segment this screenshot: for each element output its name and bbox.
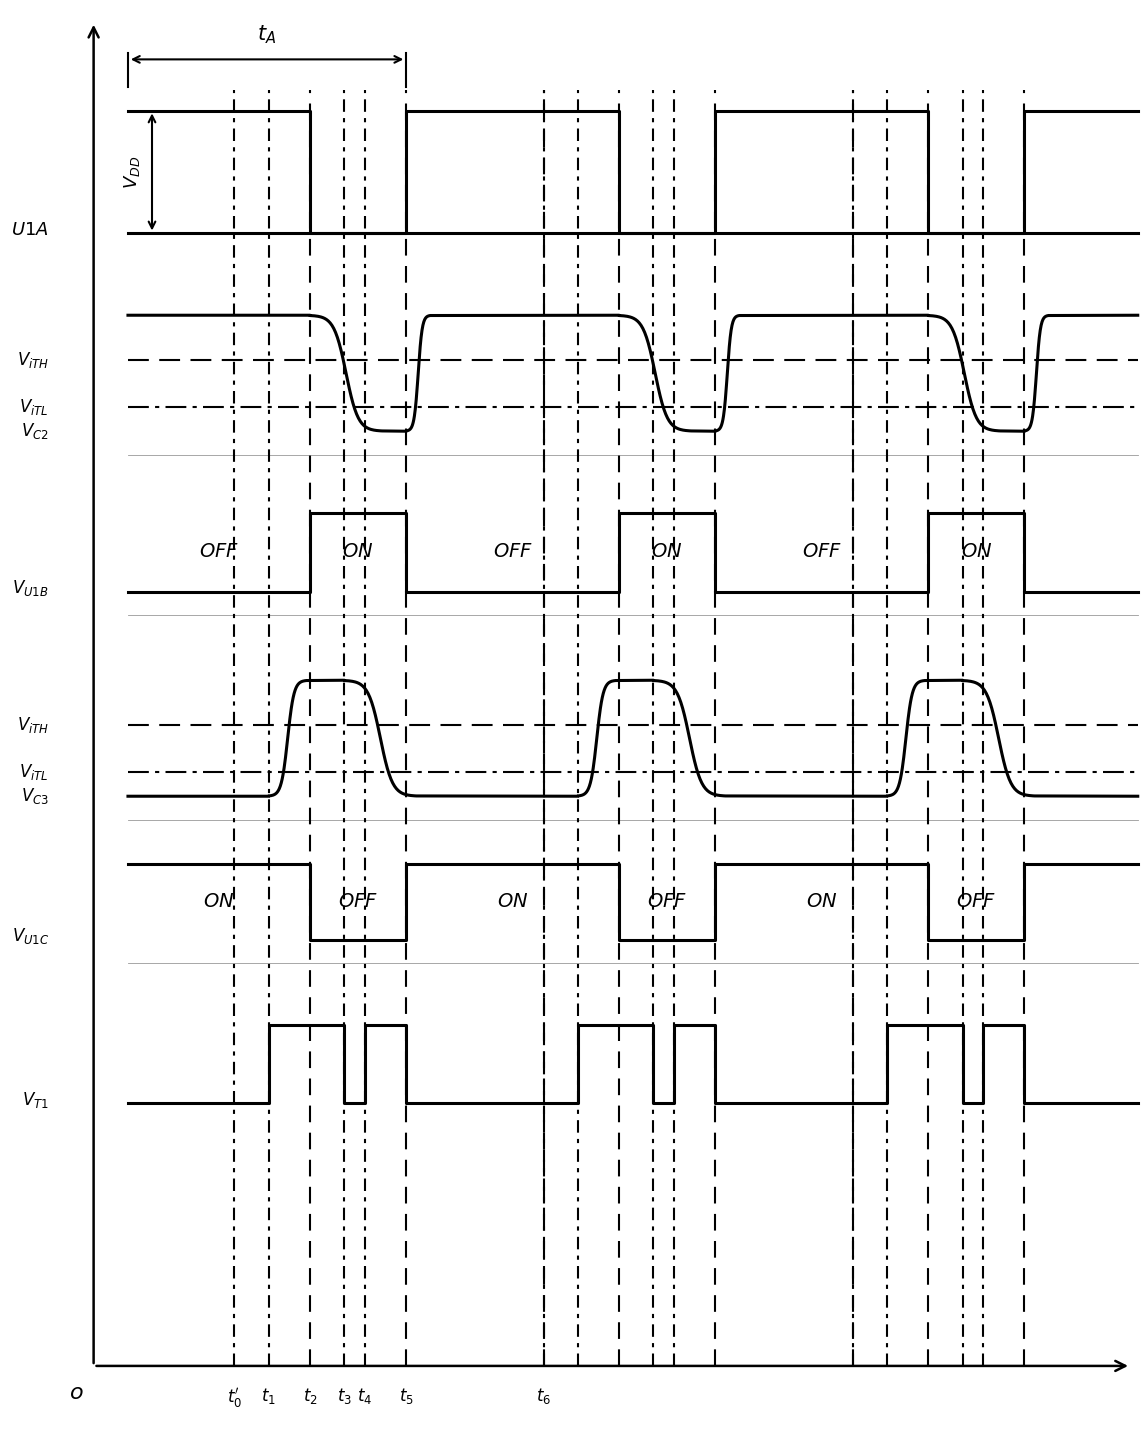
Text: $o$: $o$ bbox=[69, 1383, 84, 1404]
Text: $ON$: $ON$ bbox=[806, 893, 838, 911]
Text: $V_{T1}$: $V_{T1}$ bbox=[22, 1091, 49, 1109]
Text: $ON$: $ON$ bbox=[960, 543, 992, 562]
Text: $V_{iTH}$: $V_{iTH}$ bbox=[17, 715, 49, 735]
Text: $V_{iTL}$: $V_{iTL}$ bbox=[19, 397, 49, 418]
Text: $ON$: $ON$ bbox=[203, 893, 235, 911]
Text: $V_{iTL}$: $V_{iTL}$ bbox=[19, 763, 49, 782]
Text: $t_5$: $t_5$ bbox=[399, 1386, 414, 1406]
Text: $V_{C2}$: $V_{C2}$ bbox=[22, 421, 49, 441]
Text: $OFF$: $OFF$ bbox=[493, 543, 533, 562]
Text: $OFF$: $OFF$ bbox=[199, 543, 240, 562]
Text: $V_{U1B}$: $V_{U1B}$ bbox=[13, 578, 49, 598]
Text: $t_2$: $t_2$ bbox=[303, 1386, 317, 1406]
Text: $ON$: $ON$ bbox=[343, 543, 374, 562]
Text: $OFF$: $OFF$ bbox=[647, 893, 688, 911]
Text: $t_4$: $t_4$ bbox=[358, 1386, 372, 1406]
Text: $t_0'$: $t_0'$ bbox=[227, 1386, 242, 1411]
Text: $ON$: $ON$ bbox=[651, 543, 683, 562]
Text: $OFF$: $OFF$ bbox=[802, 543, 842, 562]
Text: $OFF$: $OFF$ bbox=[338, 893, 378, 911]
Text: $V_{C3}$: $V_{C3}$ bbox=[21, 786, 49, 807]
Text: $OFF$: $OFF$ bbox=[956, 893, 996, 911]
Text: $V_{U1C}$: $V_{U1C}$ bbox=[11, 926, 49, 946]
Text: $V_{iTH}$: $V_{iTH}$ bbox=[17, 349, 49, 370]
Text: $t_A$: $t_A$ bbox=[258, 23, 276, 45]
Text: $t_3$: $t_3$ bbox=[337, 1386, 352, 1406]
Text: $t_6$: $t_6$ bbox=[536, 1386, 551, 1406]
Text: $t_1$: $t_1$ bbox=[261, 1386, 276, 1406]
Text: $ON$: $ON$ bbox=[497, 893, 528, 911]
Text: $V_{DD}$: $V_{DD}$ bbox=[121, 156, 142, 188]
Text: $U1A$: $U1A$ bbox=[11, 221, 49, 239]
